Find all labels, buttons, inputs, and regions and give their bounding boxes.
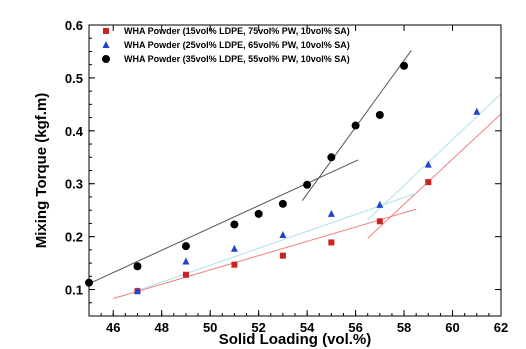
y-tick-label: 0.3 (65, 177, 83, 192)
data-point-series-1 (376, 218, 383, 225)
data-point-series-3 (351, 121, 360, 130)
legend-label-series-2: WHA Powder (25vol% LDPE, 65vol% PW, 10vo… (124, 40, 350, 50)
data-point-series-2 (133, 287, 141, 295)
ticks: 46 48 50 52 54 56 58 60 62 0.1 0.2 0.3 0.4 0.5 0.6 (65, 18, 508, 335)
data-point-series-2 (376, 200, 384, 208)
y-axis-label: Mixing Torque (kgf.m) (33, 93, 50, 249)
data-point-series-2 (473, 107, 481, 115)
legend-marker-series-3 (102, 55, 110, 63)
data-point-series-1 (182, 271, 189, 278)
x-axis-label: Solid Loading (vol.%) (219, 331, 372, 348)
x-tick-label: 48 (154, 320, 168, 335)
data-point-series-3 (230, 220, 239, 229)
x-tick-label: 50 (203, 320, 217, 335)
x-tick-label: 52 (251, 320, 265, 335)
data-point-series-3 (133, 262, 142, 271)
x-tick-label: 58 (397, 320, 411, 335)
data-point-series-1 (279, 252, 286, 259)
data-point-series-3 (303, 180, 312, 189)
data-point-series-2 (424, 160, 432, 168)
data-point-series-3 (181, 242, 190, 251)
y-tick-label: 0.6 (65, 18, 83, 33)
trendline-series-1 (367, 113, 502, 239)
data-point-series-3 (327, 153, 336, 162)
data-point-series-3 (254, 209, 263, 218)
legend-label-series-3: WHA Powder (35vol% LDPE, 55vol% PW, 10vo… (124, 54, 350, 64)
y-tick-label: 0.4 (65, 124, 84, 139)
legend-marker-series-1 (103, 28, 109, 34)
trendline-series-3 (88, 159, 359, 285)
y-tick-label: 0.5 (65, 71, 83, 86)
legend-label-series-1: WHA Powder (15vol% LDPE, 75vol% PW, 10vo… (124, 26, 350, 36)
x-tick-label: 56 (348, 320, 362, 335)
legend-marker-series-2 (102, 41, 110, 48)
data-point-series-1 (231, 261, 238, 268)
data-point-series-1 (328, 239, 335, 246)
data-point-series-3 (278, 199, 287, 208)
data-point-series-2 (230, 244, 238, 252)
x-tick-label: 46 (106, 320, 120, 335)
x-tick-label: 60 (445, 320, 459, 335)
legend: WHA Powder (15vol% LDPE, 75vol% PW, 10vo… (102, 26, 350, 64)
y-tick-label: 0.2 (65, 230, 83, 245)
data-point-series-3 (400, 61, 409, 70)
data-point-series-1 (425, 179, 432, 186)
data-points (85, 61, 481, 295)
data-point-series-3 (375, 110, 384, 119)
data-point-series-2 (182, 257, 190, 265)
trendline-series-2 (367, 93, 502, 221)
trendlines (88, 50, 502, 300)
data-point-series-2 (327, 209, 335, 217)
data-point-series-2 (279, 231, 287, 239)
x-tick-label: 54 (300, 320, 315, 335)
plot-frame (88, 24, 502, 317)
trendline-series-1 (113, 208, 417, 300)
x-tick-label: 62 (494, 320, 508, 335)
y-tick-label: 0.1 (65, 283, 83, 298)
